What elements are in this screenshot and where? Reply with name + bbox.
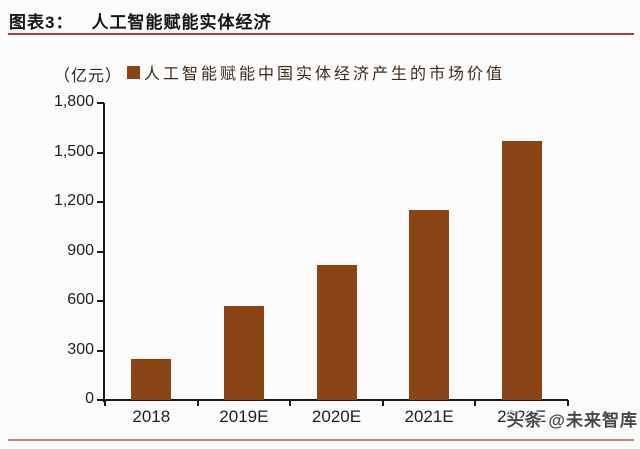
y-axis-line [103, 103, 105, 402]
watermark: 头条 @未来智库 [506, 411, 638, 430]
y-axis-label: 300 [67, 340, 94, 358]
x-axis-tick [567, 400, 569, 406]
y-axis-tick [97, 349, 104, 352]
x-axis-label: 2022E [497, 407, 547, 426]
figure-title-text: 人工智能赋能实体经济 [91, 13, 272, 32]
y-axis-label: 1,500 [53, 142, 94, 160]
y-axis-tick [97, 300, 104, 302]
x-axis-tick [381, 400, 384, 406]
x-axis-label: 2020E [311, 407, 362, 426]
y-axis-unit-label: （亿元） [54, 68, 123, 85]
legend-swatch-icon [127, 65, 140, 79]
legend-label: 人工智能赋能中国实体经济产生的市场价值 [144, 66, 506, 83]
x-axis-tick [289, 400, 292, 406]
x-axis-label: 2021E [404, 407, 454, 426]
x-axis-tick [196, 400, 199, 406]
figure-title: 图表3： 人工智能赋能实体经济 [9, 8, 271, 33]
x-axis-line [103, 399, 568, 401]
bottom-divider [8, 439, 634, 441]
bar-2018 [131, 358, 172, 400]
y-axis-tick [97, 399, 104, 401]
x-axis-label: 2019E [219, 407, 269, 426]
legend-item: 人工智能赋能中国实体经济产生的市场价值 [127, 60, 505, 84]
y-axis-label: 600 [67, 291, 94, 308]
bar-2022E [501, 140, 542, 400]
bar-2021E [409, 210, 450, 400]
y-axis-label: 900 [67, 241, 94, 259]
y-axis-tick [97, 201, 104, 203]
x-axis-label: 2018 [132, 407, 171, 426]
bar-2019E [223, 305, 264, 400]
bar-2020E [316, 264, 357, 400]
title-divider [8, 33, 634, 35]
y-axis-tick [97, 151, 104, 154]
y-axis-tick [97, 102, 104, 104]
x-axis-tick [474, 400, 477, 406]
x-axis-tick [104, 400, 106, 406]
legend-row: （亿元） 人工智能赋能中国实体经济产生的市场价值 [0, 60, 640, 86]
figure-number: 图表3： [9, 13, 74, 32]
y-axis-label: 1,800 [53, 93, 94, 110]
y-axis-label: 1,200 [53, 192, 94, 209]
y-axis-label: 0 [85, 390, 94, 407]
y-axis-tick [97, 250, 104, 253]
